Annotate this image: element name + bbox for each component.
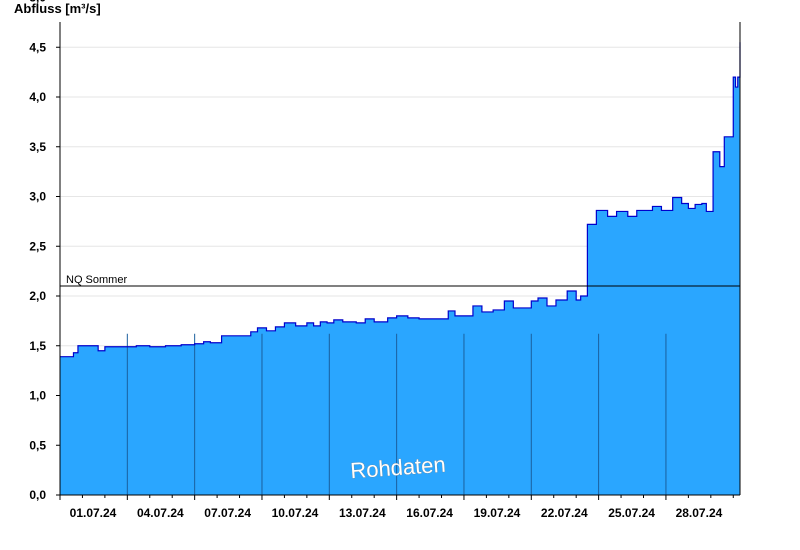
- y-tick-label-4: 2,0: [29, 289, 46, 303]
- discharge-area: [60, 42, 740, 496]
- y-tick-label-1: 0,5: [29, 438, 46, 452]
- x-tick-label-9: 28.07.24: [676, 506, 723, 520]
- x-tick-label-4: 13.07.24: [339, 506, 386, 520]
- y-tick-label-9: 4,5: [29, 40, 46, 54]
- x-tick-label-7: 22.07.24: [541, 506, 588, 520]
- y-tick-label-5: 2,5: [29, 239, 46, 253]
- y-axis-ticks: 0,0 0,5 1,0 1,5 2,0 2,5 3,0 3,5 4,0 4,5 5,0: [29, 0, 60, 502]
- x-tick-label-5: 16.07.24: [406, 506, 453, 520]
- x-axis-ticks: 01.07.24 04.07.24 07.07.24 10.07.24 13.07.24…: [59, 495, 734, 520]
- x-tick-label-3: 10.07.24: [272, 506, 319, 520]
- x-tick-label-0: 01.07.24: [70, 506, 117, 520]
- x-tick-label-8: 25.07.24: [608, 506, 655, 520]
- x-tick-label-6: 19.07.24: [474, 506, 521, 520]
- x-tick-label-1: 04.07.24: [137, 506, 184, 520]
- axes: [59, 22, 741, 496]
- nq-sommer-label: NQ Sommer: [66, 274, 127, 286]
- y-tick-label-3: 1,5: [29, 339, 46, 353]
- y-tick-label-8: 4,0: [29, 90, 46, 104]
- y-tick-label-7: 3,5: [29, 140, 46, 154]
- y-tick-label-10: 5,0: [29, 0, 46, 5]
- y-axis-title: Abfluss [m³/s]: [14, 1, 101, 16]
- y-tick-label-6: 3,0: [29, 190, 46, 204]
- day-separator-lines: [126, 333, 667, 495]
- y-tick-label-0: 0,0: [29, 488, 46, 502]
- discharge-line: [60, 42, 741, 358]
- y-tick-label-2: 1,0: [29, 389, 46, 403]
- x-tick-label-2: 07.07.24: [204, 506, 251, 520]
